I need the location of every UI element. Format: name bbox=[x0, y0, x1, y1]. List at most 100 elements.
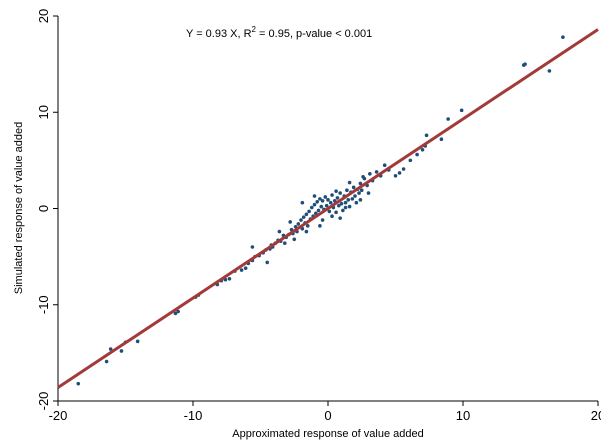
data-point bbox=[300, 200, 305, 205]
data-point bbox=[446, 117, 450, 121]
data-point bbox=[310, 205, 314, 210]
x-tick-label: 0 bbox=[324, 408, 331, 423]
data-point bbox=[337, 203, 341, 208]
data-point bbox=[341, 208, 345, 213]
y-axis-label: Simulated response of value added bbox=[13, 122, 25, 294]
data-point bbox=[346, 198, 351, 202]
data-point bbox=[343, 200, 348, 205]
x-tick-label: 10 bbox=[456, 408, 470, 423]
data-point bbox=[366, 191, 371, 195]
data-point bbox=[335, 196, 340, 200]
data-point bbox=[292, 237, 297, 242]
data-point bbox=[338, 216, 342, 220]
data-point bbox=[347, 204, 352, 209]
data-point bbox=[415, 152, 419, 157]
data-point bbox=[347, 180, 352, 185]
data-point bbox=[76, 381, 81, 386]
data-point bbox=[283, 241, 287, 245]
data-point bbox=[304, 229, 309, 234]
data-point bbox=[439, 137, 444, 141]
data-point bbox=[424, 133, 429, 138]
data-point bbox=[334, 189, 338, 193]
data-point bbox=[326, 198, 330, 202]
data-point bbox=[357, 191, 361, 195]
data-point bbox=[420, 147, 425, 152]
data-point bbox=[523, 62, 527, 66]
data-point bbox=[459, 108, 464, 113]
data-point bbox=[547, 69, 552, 73]
data-point bbox=[173, 311, 178, 316]
data-point bbox=[368, 172, 372, 176]
data-point bbox=[304, 212, 309, 217]
x-axis-label: Approximated response of value added bbox=[232, 428, 423, 440]
data-point bbox=[324, 203, 329, 208]
data-point bbox=[104, 359, 109, 364]
data-point bbox=[374, 170, 379, 174]
data-point bbox=[323, 195, 328, 199]
data-point bbox=[408, 158, 413, 163]
x-ticks: -20 -10 0 10 20 bbox=[49, 401, 601, 423]
data-point bbox=[250, 245, 255, 249]
data-point bbox=[345, 188, 349, 193]
data-point bbox=[318, 197, 322, 201]
data-point bbox=[277, 229, 282, 234]
data-point bbox=[361, 174, 365, 179]
data-point bbox=[299, 218, 303, 222]
data-point bbox=[351, 185, 356, 190]
data-point bbox=[176, 309, 180, 314]
x-tick-label: -20 bbox=[49, 408, 68, 423]
data-point bbox=[358, 198, 363, 202]
y-tick-label: 0 bbox=[36, 205, 51, 212]
data-point bbox=[288, 220, 293, 224]
data-point bbox=[359, 188, 364, 193]
y-tick-label: 10 bbox=[36, 105, 51, 119]
data-point bbox=[315, 199, 320, 204]
y-tick-label: -10 bbox=[36, 295, 51, 314]
y-tick-label: 20 bbox=[36, 9, 51, 23]
data-point bbox=[328, 200, 333, 205]
data-point bbox=[353, 194, 357, 198]
data-point bbox=[135, 339, 140, 344]
data-point bbox=[339, 201, 344, 206]
data-point bbox=[108, 347, 113, 351]
y-tick-label: -20 bbox=[36, 392, 51, 411]
data-point bbox=[307, 209, 311, 214]
data-point bbox=[338, 191, 342, 195]
x-tick-label: 20 bbox=[591, 408, 601, 423]
data-point bbox=[301, 215, 306, 219]
data-point bbox=[354, 200, 359, 205]
data-point bbox=[265, 260, 270, 265]
data-point bbox=[358, 181, 363, 186]
data-point bbox=[393, 173, 398, 178]
points-layer bbox=[76, 35, 565, 386]
data-point bbox=[312, 202, 317, 207]
fit-line bbox=[57, 28, 599, 389]
data-point bbox=[316, 208, 321, 213]
data-point bbox=[330, 193, 334, 197]
data-point bbox=[119, 349, 124, 353]
y-ticks: -20 -10 0 10 20 bbox=[36, 9, 58, 411]
data-point bbox=[334, 210, 338, 215]
data-point bbox=[320, 218, 325, 222]
data-point bbox=[350, 197, 355, 201]
x-tick-label: -10 bbox=[184, 408, 203, 423]
data-point bbox=[243, 266, 248, 270]
data-point bbox=[319, 204, 324, 209]
data-point bbox=[330, 214, 334, 218]
fit-annotation: Y = 0.93 X, R2 = 0.95, p-value < 0.001 bbox=[186, 25, 372, 40]
data-point bbox=[343, 205, 348, 210]
data-point bbox=[296, 222, 301, 226]
data-point bbox=[327, 209, 332, 214]
data-point bbox=[312, 194, 317, 198]
data-point bbox=[318, 224, 322, 228]
data-point bbox=[561, 35, 565, 39]
data-point bbox=[320, 199, 325, 203]
data-point bbox=[227, 276, 232, 281]
data-point bbox=[305, 224, 310, 228]
data-point bbox=[382, 163, 387, 167]
data-point bbox=[239, 268, 244, 272]
data-point bbox=[397, 171, 402, 175]
data-point bbox=[401, 167, 406, 171]
